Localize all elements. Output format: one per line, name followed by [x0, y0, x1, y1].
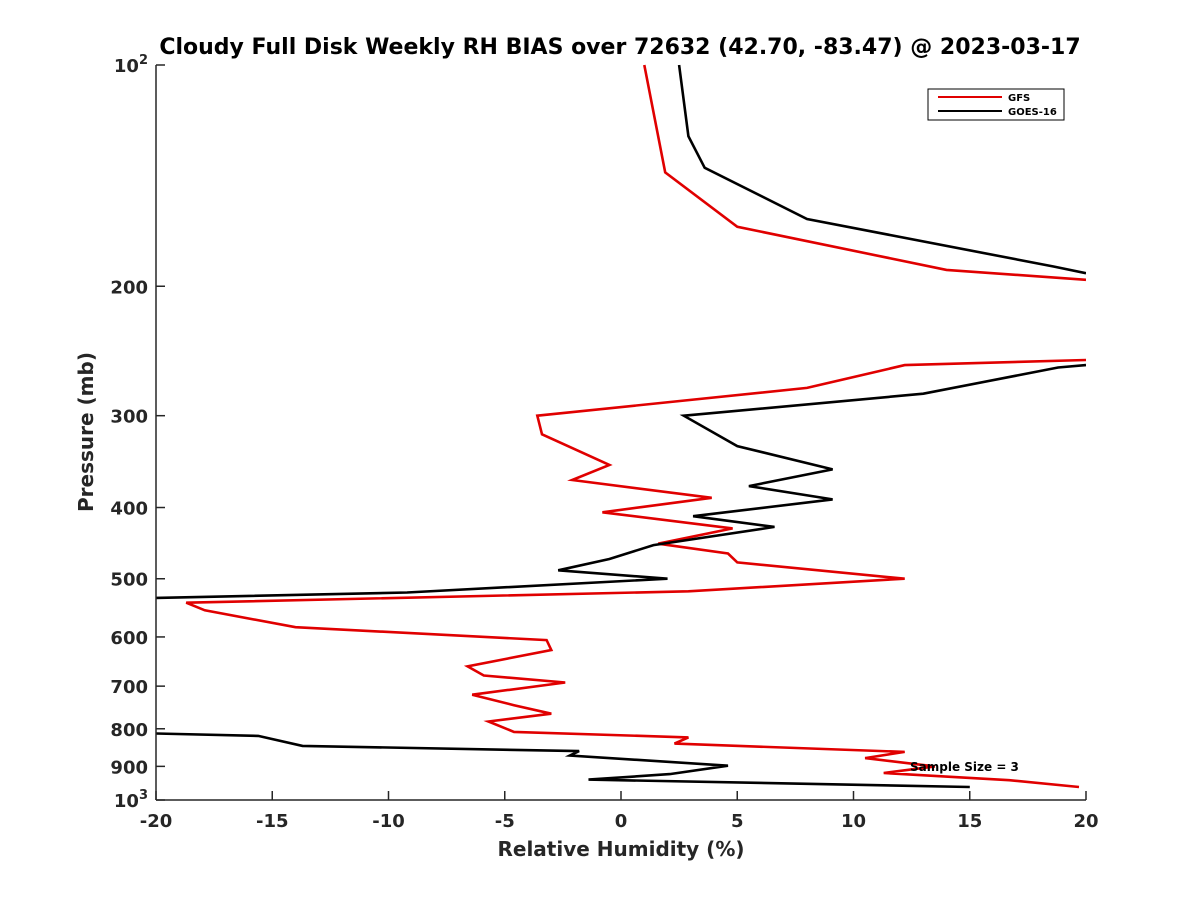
x-tick-label: -15 [256, 811, 289, 832]
legend-box [927, 88, 1065, 121]
sample-size-annotation: Sample Size = 3 [910, 760, 1019, 774]
y-tick-label: 400 [110, 499, 148, 520]
y-tick-label: 300 [110, 407, 148, 428]
x-tick-label: 15 [957, 811, 982, 832]
x-tick-label: 0 [615, 811, 628, 832]
x-tick-label: 10 [841, 811, 866, 832]
x-tick-label: 5 [731, 811, 744, 832]
y-tick-label: 800 [110, 720, 148, 741]
y-axis-label: Pressure (mb) [74, 352, 98, 512]
x-axis-label: Relative Humidity (%) [497, 837, 744, 861]
x-tick-label: -20 [140, 811, 173, 832]
legend-label-goes-16: GOES-16 [1008, 107, 1057, 118]
chart-title: Cloudy Full Disk Weekly RH BIAS over 726… [159, 35, 1080, 60]
x-tick-label: -10 [372, 811, 405, 832]
y-tick-label: 900 [110, 757, 148, 778]
legend-label-gfs: GFS [1008, 93, 1030, 104]
legend: GFS GOES-16 [927, 88, 1065, 121]
y-tick-label: 200 [110, 277, 148, 298]
series-line-gfs [185, 64, 1086, 789]
y-tick-label: 600 [110, 628, 148, 649]
y-tick-label: 500 [110, 570, 148, 591]
y-tick-label: 103 [114, 788, 148, 812]
axes: -20 -15 -10 -5 0 5 10 15 20 102 200 300 400 500 600 700… [110, 53, 1098, 832]
x-tick-label: 20 [1073, 811, 1098, 832]
series-line-goes-16 [156, 64, 1086, 789]
plot-area [156, 64, 1086, 789]
y-tick-label: 700 [110, 677, 148, 698]
y-tick-label: 102 [114, 53, 148, 77]
x-tick-label: -5 [495, 811, 515, 832]
